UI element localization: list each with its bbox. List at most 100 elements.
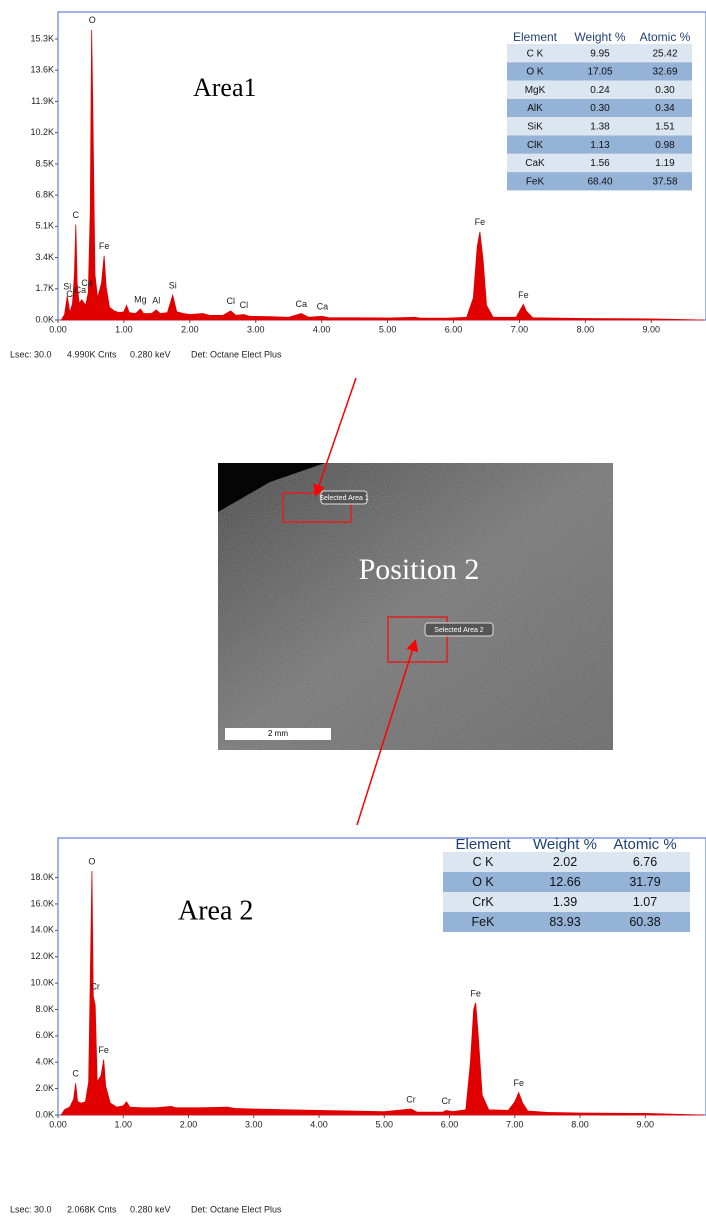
x-tick-label: 3.00 (245, 1119, 263, 1129)
region-label: Selected Area 1 (319, 495, 369, 502)
x-tick-label: 6.00 (445, 324, 463, 334)
chart: 0.0K1.7K3.4K5.1K6.8K8.5K10.2K11.9K13.6K1… (10, 12, 706, 359)
y-tick-label: 0.0K (35, 314, 54, 324)
sem-image: Selected Area 1 Selected Area 2 Position… (218, 463, 613, 750)
table-cell: 31.79 (629, 875, 660, 889)
table-cell: 6.76 (633, 855, 657, 869)
y-tick-label: 18.0K (30, 872, 54, 882)
x-tick-label: 1.00 (114, 1119, 132, 1129)
footer-text: 0.280 keV (130, 349, 171, 359)
table-cell: 1.13 (590, 140, 610, 151)
table-cell: 68.40 (587, 176, 612, 187)
x-tick-label: 6.00 (441, 1119, 459, 1129)
x-tick-label: 7.00 (506, 1119, 524, 1129)
table-cell: CaK (525, 158, 545, 169)
peak-label: O (88, 856, 95, 866)
peak-label: Cr (90, 982, 100, 992)
peak-label: C (73, 210, 80, 220)
table-cell: 1.39 (553, 895, 577, 909)
region-label: Selected Area 2 (434, 627, 484, 634)
x-tick-label: 4.00 (313, 324, 331, 334)
x-tick-label: 7.00 (511, 324, 529, 334)
x-tick-label: 0.00 (49, 324, 67, 334)
y-tick-label: 10.2K (30, 127, 54, 137)
peak-label: O (89, 15, 96, 25)
x-tick-label: 8.00 (577, 324, 595, 334)
scale-bar-label: 2 mm (268, 729, 288, 738)
x-tick-label: 9.00 (637, 1119, 655, 1129)
table-cell: 1.38 (590, 121, 610, 132)
table-cell: 1.19 (655, 158, 675, 169)
peak-label: Fe (475, 217, 486, 227)
peak-label: Ca (317, 302, 329, 312)
peak-label: Cl (240, 300, 249, 310)
peak-label: Fe (470, 988, 481, 998)
table-cell: ClK (527, 140, 543, 151)
y-tick-label: 4.0K (35, 1057, 54, 1067)
table-cell: 1.51 (655, 121, 675, 132)
table-header: Atomic % (640, 30, 691, 44)
x-tick-label: 8.00 (571, 1119, 589, 1129)
y-tick-label: 15.3K (30, 33, 54, 43)
peak-label: Cr (442, 1096, 452, 1106)
peak-label: Fe (99, 241, 110, 251)
peak-label: Cl (66, 289, 75, 299)
x-tick-label: 2.00 (180, 1119, 198, 1129)
table-cell: 83.93 (549, 915, 580, 929)
table-header: Weight % (574, 30, 625, 44)
chart: 0.0K2.0K4.0K6.0K8.0K10.0K12.0K14.0K16.0K… (10, 836, 706, 1214)
table-cell: 1.56 (590, 158, 610, 169)
y-tick-label: 0.0K (35, 1109, 54, 1119)
peak-label: Cr (406, 1094, 416, 1104)
x-tick-label: 4.00 (310, 1119, 328, 1129)
y-tick-label: 1.7K (35, 283, 54, 293)
table-cell: 37.58 (652, 176, 677, 187)
x-tick-label: 0.00 (49, 1119, 67, 1129)
y-tick-label: 13.6K (30, 65, 54, 75)
x-tick-label: 9.00 (643, 324, 661, 334)
x-tick-label: 5.00 (379, 324, 397, 334)
footer-text: Lsec: 30.0 (10, 349, 52, 359)
y-tick-label: 6.0K (35, 1030, 54, 1040)
peak-label: Mg (134, 294, 147, 304)
table-cell: 9.95 (590, 48, 610, 59)
x-tick-label: 2.00 (181, 324, 199, 334)
table-cell: 0.30 (655, 85, 675, 96)
peak-label: Si (169, 281, 177, 291)
table-header: Weight % (533, 836, 597, 853)
area-label: Area 2 (178, 895, 253, 926)
table-cell: 0.34 (655, 103, 675, 114)
table-cell: O K (526, 67, 544, 78)
footer-text: 2.068K Cnts (67, 1204, 117, 1214)
footer-text: 0.280 keV (130, 1204, 171, 1214)
peak-label: Ca (81, 278, 93, 288)
footer-text: 4.990K Cnts (67, 349, 117, 359)
y-tick-label: 12.0K (30, 951, 54, 961)
peak-label: Fe (98, 1045, 109, 1055)
y-tick-label: 10.0K (30, 977, 54, 987)
peak-label: Fe (513, 1078, 524, 1088)
x-tick-label: 5.00 (376, 1119, 394, 1129)
area-label: Area1 (193, 73, 257, 102)
table-header: Element (513, 30, 558, 44)
peak-label: Cl (226, 296, 235, 306)
y-tick-label: 11.9K (31, 96, 54, 106)
table-cell: 60.38 (629, 915, 660, 929)
table-cell: CrK (472, 895, 494, 909)
footer-text: Det: Octane Elect Plus (191, 349, 282, 359)
table-cell: AlK (527, 103, 543, 114)
table-cell: 0.30 (590, 103, 610, 114)
peak-label: Ca (295, 299, 307, 309)
table-cell: 32.69 (652, 67, 677, 78)
table-header: Atomic % (613, 836, 676, 853)
table-cell: O K (472, 875, 494, 889)
figure: Selected Area 1 Selected Area 2 Position… (0, 0, 706, 1218)
y-tick-label: 6.8K (35, 189, 54, 199)
table-cell: 2.02 (553, 855, 577, 869)
table-cell: 25.42 (652, 48, 677, 59)
table-cell: MgK (525, 85, 546, 96)
table-cell: 17.05 (587, 67, 612, 78)
peak-label: Fe (518, 290, 529, 300)
peak-label: C (72, 1069, 79, 1079)
table-cell: C K (473, 855, 495, 869)
